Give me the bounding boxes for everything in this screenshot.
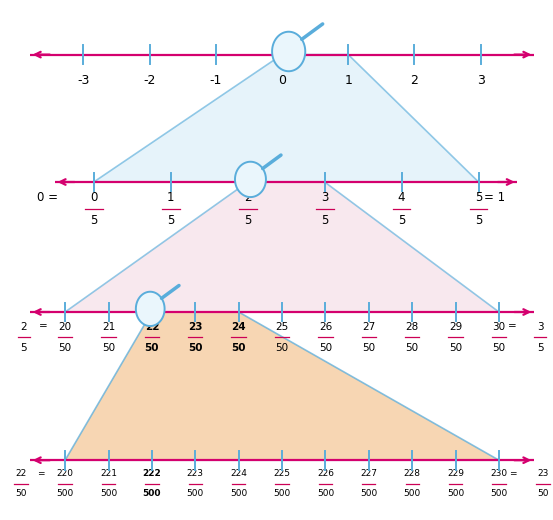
Polygon shape xyxy=(272,32,305,71)
Text: 28: 28 xyxy=(405,321,419,332)
Text: 220: 220 xyxy=(56,469,74,478)
Text: 0: 0 xyxy=(90,191,97,204)
Text: -3: -3 xyxy=(77,74,90,87)
Text: 3: 3 xyxy=(477,74,484,87)
Text: 50: 50 xyxy=(449,343,462,353)
Polygon shape xyxy=(136,292,165,326)
Polygon shape xyxy=(65,182,499,312)
Text: 5: 5 xyxy=(475,214,482,227)
Text: 50: 50 xyxy=(59,343,72,353)
Text: 225: 225 xyxy=(274,469,290,478)
Text: 50: 50 xyxy=(145,343,159,353)
Text: 500: 500 xyxy=(56,489,74,499)
Text: 5: 5 xyxy=(398,214,405,227)
Text: 1: 1 xyxy=(345,74,352,87)
Text: 0 =: 0 = xyxy=(37,191,58,204)
Text: 500: 500 xyxy=(404,489,421,499)
Text: 229: 229 xyxy=(447,469,464,478)
Text: 27: 27 xyxy=(362,321,375,332)
Text: 29: 29 xyxy=(449,321,462,332)
Text: 500: 500 xyxy=(143,489,161,499)
Text: -2: -2 xyxy=(143,74,156,87)
Text: 500: 500 xyxy=(273,489,291,499)
Text: 5: 5 xyxy=(167,214,174,227)
Text: 25: 25 xyxy=(275,321,289,332)
Text: 2: 2 xyxy=(20,321,27,332)
Text: 50: 50 xyxy=(319,343,332,353)
Text: 20: 20 xyxy=(59,321,72,332)
Text: =: = xyxy=(38,469,45,478)
Text: 30: 30 xyxy=(492,321,505,332)
Text: 0: 0 xyxy=(278,74,286,87)
Text: 221: 221 xyxy=(100,469,117,478)
Text: 226: 226 xyxy=(317,469,334,478)
Text: 50: 50 xyxy=(492,343,505,353)
Text: 23: 23 xyxy=(188,321,202,332)
Polygon shape xyxy=(235,162,266,197)
Text: 50: 50 xyxy=(275,343,289,353)
Text: 500: 500 xyxy=(230,489,247,499)
Text: 50: 50 xyxy=(102,343,115,353)
Text: 230: 230 xyxy=(491,469,508,478)
Polygon shape xyxy=(94,55,478,182)
Text: 228: 228 xyxy=(404,469,421,478)
Text: 22: 22 xyxy=(145,321,159,332)
Text: 500: 500 xyxy=(187,489,204,499)
Text: 222: 222 xyxy=(143,469,161,478)
Text: 224: 224 xyxy=(230,469,247,478)
Text: 50: 50 xyxy=(362,343,375,353)
Text: 50: 50 xyxy=(405,343,419,353)
Text: 223: 223 xyxy=(187,469,204,478)
Text: 500: 500 xyxy=(100,489,117,499)
Text: 3: 3 xyxy=(537,321,544,332)
Text: 50: 50 xyxy=(15,489,27,499)
Text: 1: 1 xyxy=(167,191,175,204)
Text: = 1: = 1 xyxy=(484,191,505,204)
Text: =: = xyxy=(39,321,48,332)
Text: 227: 227 xyxy=(361,469,377,478)
Text: 3: 3 xyxy=(321,191,328,204)
Text: 5: 5 xyxy=(475,191,482,204)
Text: =: = xyxy=(508,321,517,332)
Text: 4: 4 xyxy=(398,191,405,204)
Text: -1: -1 xyxy=(210,74,222,87)
Text: 5: 5 xyxy=(244,214,252,227)
Text: 2: 2 xyxy=(410,74,419,87)
Text: 5: 5 xyxy=(90,214,97,227)
Text: 24: 24 xyxy=(231,321,246,332)
Text: 5: 5 xyxy=(321,214,328,227)
Text: =: = xyxy=(509,469,517,478)
Text: 2: 2 xyxy=(244,191,252,204)
Text: 21: 21 xyxy=(102,321,115,332)
Text: 5: 5 xyxy=(20,343,27,353)
Text: 50: 50 xyxy=(188,343,202,353)
Text: 50: 50 xyxy=(538,489,549,499)
Text: 26: 26 xyxy=(319,321,332,332)
Text: 23: 23 xyxy=(538,469,549,478)
Text: 500: 500 xyxy=(491,489,508,499)
Text: 500: 500 xyxy=(360,489,377,499)
Text: 5: 5 xyxy=(537,343,544,353)
Text: 500: 500 xyxy=(317,489,334,499)
Text: 500: 500 xyxy=(447,489,464,499)
Text: 22: 22 xyxy=(15,469,27,478)
Text: 50: 50 xyxy=(231,343,246,353)
Polygon shape xyxy=(65,312,499,460)
